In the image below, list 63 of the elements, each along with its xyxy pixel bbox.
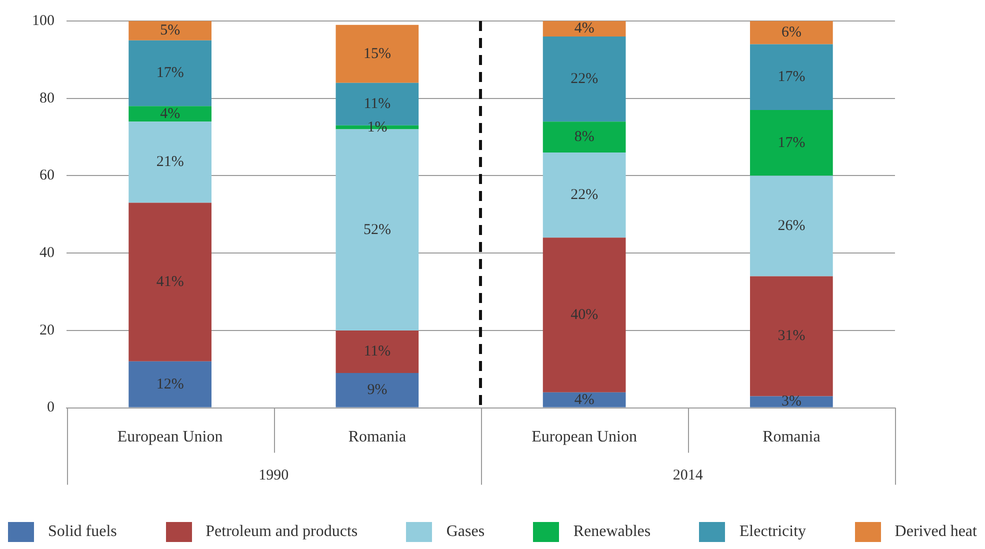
legend-label: Gases — [446, 523, 485, 541]
data-label: 9% — [367, 382, 388, 398]
bar — [750, 44, 833, 110]
text: 2014 — [672, 468, 704, 484]
data-label: 52% — [363, 222, 391, 238]
bar — [336, 372, 419, 408]
y-tick-label: 0 — [47, 400, 54, 416]
data-label: 17% — [778, 134, 806, 151]
data-label: 15% — [363, 46, 391, 62]
data-label: 1% — [367, 119, 388, 136]
data-label: 4% — [574, 20, 594, 37]
bar — [128, 122, 212, 203]
data-label: 5% — [160, 22, 180, 39]
text: 1990 — [258, 468, 289, 484]
bar — [542, 238, 626, 392]
data-label: 11% — [364, 96, 391, 112]
data-label: 6% — [781, 24, 802, 41]
x-tick-label: European Union — [532, 428, 637, 446]
y-tick-label: 40 — [40, 245, 54, 262]
data-label: 21% — [156, 154, 184, 170]
bar — [128, 40, 212, 106]
bar — [336, 330, 419, 373]
data-label: 3% — [781, 394, 802, 410]
data-label: 4% — [574, 392, 594, 408]
bar — [750, 21, 833, 44]
legend-label: Electricity — [739, 523, 806, 541]
x-tick-label: Romania — [762, 428, 820, 446]
y-tick-label: 20 — [40, 322, 54, 338]
bar — [336, 24, 419, 83]
data-label: 31% — [778, 328, 806, 344]
bar — [750, 110, 833, 176]
bar — [542, 122, 626, 153]
data-label: 17% — [156, 65, 184, 82]
legend-label: Solid fuels — [48, 523, 117, 541]
data-label: 8% — [574, 128, 594, 145]
x-tick-label: European Union — [117, 428, 223, 446]
y-tick-label: 60 — [40, 168, 54, 184]
legend-label: Renewables — [573, 523, 651, 541]
y-tick-label: 80 — [40, 90, 54, 106]
bar — [542, 392, 626, 408]
bar — [542, 36, 626, 122]
data-label: 17% — [778, 69, 806, 86]
bar — [542, 152, 626, 238]
data-label: 11% — [364, 344, 391, 360]
bar — [128, 21, 212, 40]
data-label: 4% — [160, 106, 180, 122]
y-tick-label: 100 — [32, 12, 54, 29]
data-label: 40% — [570, 306, 598, 323]
data-label: 22% — [570, 70, 598, 87]
bar — [542, 21, 626, 36]
bar — [750, 396, 833, 408]
bar — [750, 176, 833, 276]
legend-label: Petroleum and products — [206, 523, 358, 541]
bar — [128, 106, 212, 122]
data-label: 22% — [570, 186, 598, 203]
legend-label: Derived heat — [894, 523, 977, 541]
bar — [128, 361, 212, 408]
x-tick-label: Romania — [348, 428, 406, 446]
bar — [128, 202, 212, 362]
data-label: 26% — [778, 218, 806, 234]
data-label: 12% — [156, 376, 184, 392]
data-label: 41% — [156, 274, 184, 290]
bar — [750, 276, 833, 396]
